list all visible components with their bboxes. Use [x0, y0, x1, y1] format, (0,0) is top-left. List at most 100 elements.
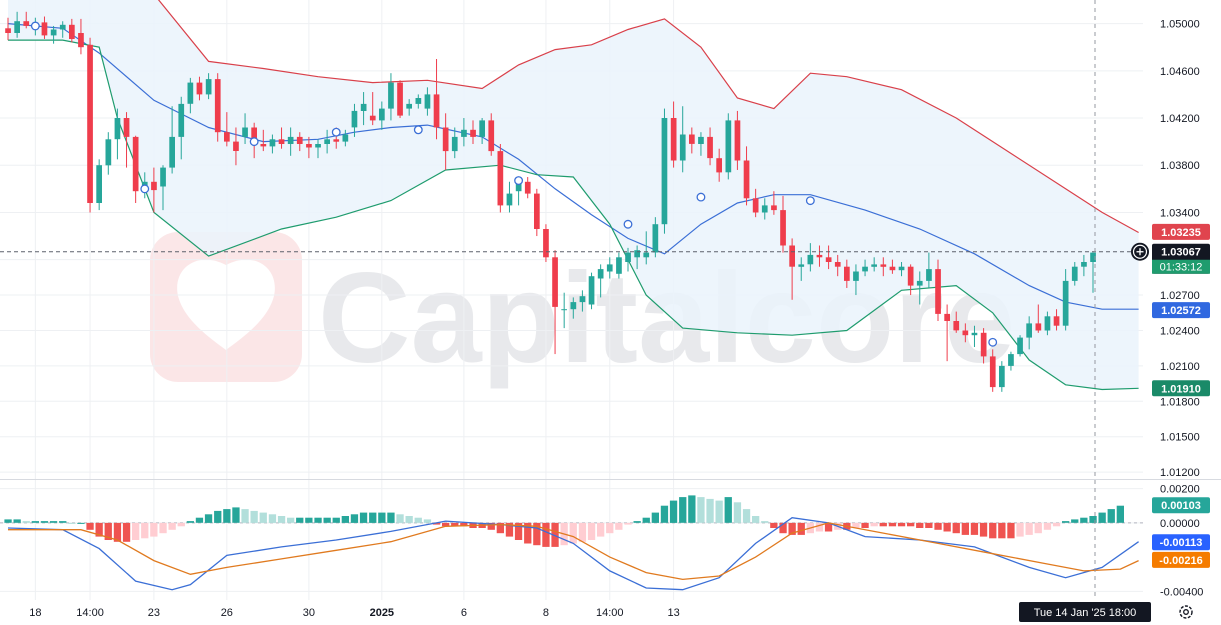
- macd-histogram-bar: [961, 522, 969, 535]
- candle-body: [242, 127, 248, 137]
- middle-band-price-label: 1.02572: [1161, 305, 1201, 317]
- macd-histogram-bar: [679, 497, 687, 523]
- candle-body: [224, 132, 230, 142]
- candle-body: [351, 110, 358, 128]
- macd-histogram-bar: [651, 512, 659, 523]
- macd-histogram-bar: [907, 522, 915, 527]
- price-axis-tick: 1.03800: [1160, 160, 1200, 172]
- crosshair-plus-icon[interactable]: [1131, 242, 1149, 261]
- time-axis-tick: 18: [29, 607, 41, 619]
- candle-body: [616, 257, 622, 274]
- candle-body: [761, 205, 768, 213]
- macd-line-value-label-bg: [1152, 534, 1210, 551]
- candle-body: [679, 134, 686, 161]
- candle-body: [935, 269, 941, 314]
- macd-histogram-bar: [879, 522, 887, 527]
- time-axis-tick: 23: [148, 607, 160, 619]
- macd-histogram-bar: [496, 522, 504, 534]
- macd-histogram-bar: [59, 521, 67, 523]
- candle-body: [953, 321, 960, 331]
- macd-panel: [4, 495, 1139, 591]
- macd-histogram-bar: [1052, 522, 1061, 527]
- macd-histogram-bar: [1007, 522, 1015, 539]
- candle-body: [561, 309, 567, 311]
- candle-body: [515, 181, 522, 192]
- candle-body: [725, 120, 732, 173]
- candle-body: [789, 245, 795, 267]
- macd-histogram-bar: [1071, 519, 1079, 523]
- event-marker: [140, 184, 150, 194]
- macd-histogram-bar: [615, 522, 623, 530]
- candle-body: [360, 103, 367, 111]
- macd-histogram-bar: [68, 522, 76, 524]
- candle-body: [1044, 316, 1051, 331]
- candle-body: [816, 254, 823, 258]
- macd-histogram-bar: [387, 512, 395, 523]
- candle-body: [752, 198, 759, 213]
- candle-body: [661, 118, 668, 225]
- candle-body: [497, 151, 504, 206]
- upper-band-price-label: 1.03235: [1161, 227, 1201, 239]
- macd-histogram-bar: [86, 522, 94, 530]
- lower-band-price-label-bg: [1152, 380, 1210, 397]
- candle-body: [1062, 280, 1069, 326]
- candle-body: [388, 82, 394, 109]
- signal-line-value-label: -0.00216: [1159, 555, 1202, 567]
- event-marker: [413, 125, 423, 135]
- candle-body: [853, 271, 859, 281]
- candlestick-series: [5, 11, 1096, 392]
- macd-histogram-bar: [542, 522, 550, 547]
- time-axis-tick: 2025: [370, 607, 394, 619]
- candle-body: [980, 332, 987, 357]
- candle-body: [524, 181, 531, 194]
- candle-body: [1026, 323, 1032, 338]
- macd-histogram-bar: [113, 522, 122, 542]
- candle-body: [871, 264, 877, 267]
- candle-body: [543, 229, 549, 258]
- time-axis-tick: 8: [543, 607, 549, 619]
- macd-histogram-bar: [797, 522, 805, 535]
- countdown-bg: [1152, 259, 1210, 274]
- macd-histogram-bar: [989, 522, 997, 539]
- candle-body: [178, 103, 185, 137]
- crosshair-date-bg: [1019, 602, 1151, 622]
- macd-histogram-bar: [451, 522, 459, 527]
- macd-histogram-bar: [132, 522, 140, 540]
- candle-body: [552, 257, 558, 307]
- crosshair-plus-icon-ring: [1132, 244, 1148, 259]
- macd-histogram-bar: [824, 522, 833, 532]
- candle-body: [479, 120, 485, 137]
- candle-body: [105, 139, 112, 166]
- settings-icon[interactable]: [1179, 605, 1193, 619]
- macd-histogram-bar: [752, 516, 760, 523]
- candle-body: [588, 276, 595, 305]
- event-marker: [514, 176, 524, 186]
- candle-body: [470, 129, 476, 137]
- candle-body: [96, 165, 102, 203]
- macd-histogram-bar: [177, 522, 185, 527]
- candle-body: [296, 136, 303, 144]
- event-marker: [30, 21, 40, 31]
- candle-body: [643, 252, 650, 258]
- macd-histogram-bar: [587, 522, 596, 540]
- countdown-label: 01:33:12: [1160, 262, 1203, 274]
- candle-body: [205, 79, 212, 95]
- macd-histogram-bar: [31, 521, 39, 523]
- candle-body: [488, 120, 495, 152]
- candle-body: [880, 264, 887, 267]
- macd-histogram-bar: [323, 517, 331, 523]
- candle-body: [862, 266, 868, 272]
- lower-band-price-label: 1.01910: [1161, 383, 1201, 395]
- candle-body: [999, 365, 1005, 388]
- candle-body: [233, 141, 239, 151]
- candle-body: [41, 22, 48, 36]
- macd-histogram-bar: [186, 521, 194, 523]
- candle-body: [342, 134, 349, 142]
- macd-histogram-bar: [159, 522, 167, 534]
- candle-body: [251, 127, 257, 144]
- event-marker: [249, 137, 259, 147]
- candle-body: [989, 356, 996, 388]
- macd-histogram-bar: [624, 522, 632, 525]
- macd-histogram-bar: [432, 522, 441, 525]
